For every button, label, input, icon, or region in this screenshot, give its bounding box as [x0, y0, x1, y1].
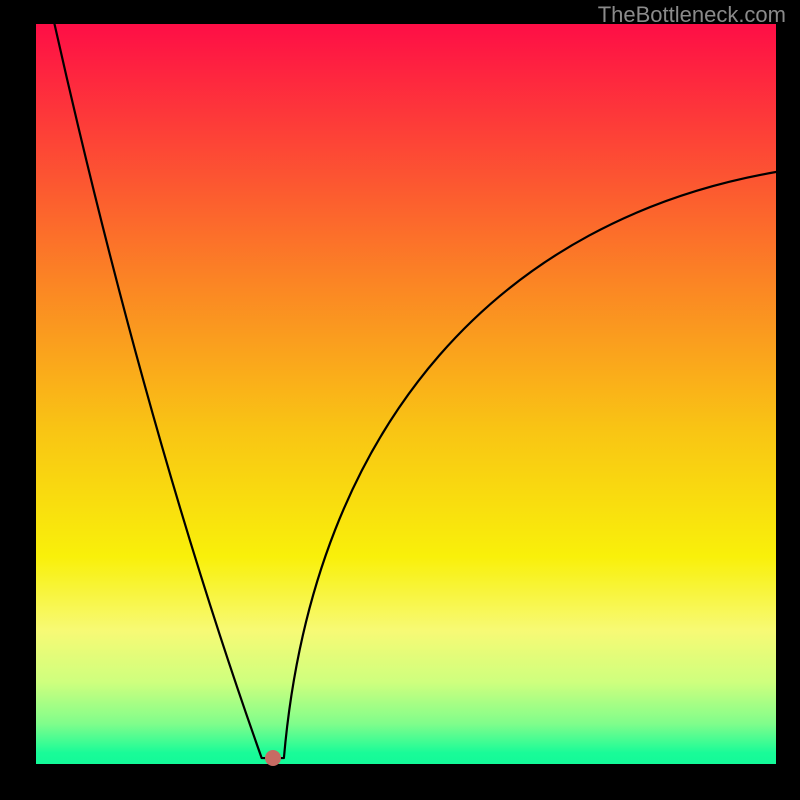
plot-area: [36, 24, 776, 764]
outer-frame: [0, 0, 800, 800]
watermark-text: TheBottleneck.com: [598, 2, 786, 28]
bottleneck-curve: [36, 24, 776, 764]
optimal-point-marker: [265, 750, 281, 766]
